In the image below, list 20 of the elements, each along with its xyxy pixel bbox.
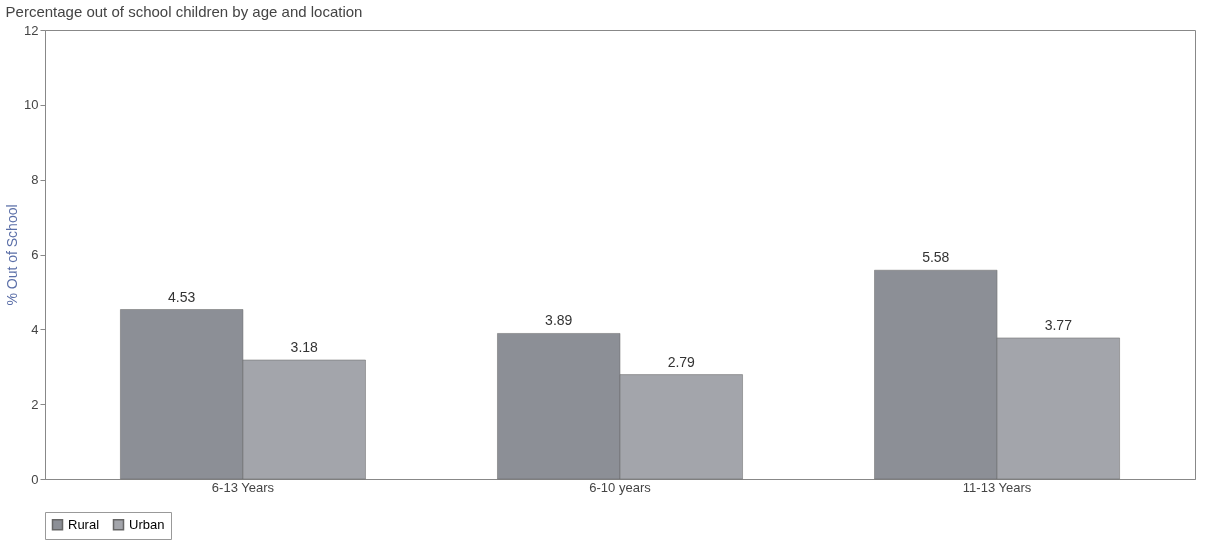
legend-label: Rural	[68, 516, 100, 532]
legend-label: Urban	[129, 516, 165, 532]
y-tick-label: 10	[24, 97, 39, 113]
y-axis-title: % Out of School	[4, 204, 21, 306]
x-tick-label: 11-13 Years	[962, 479, 1032, 495]
y-tick-label: 8	[31, 172, 39, 188]
y-tick-label: 2	[31, 396, 39, 412]
data-label: 3.77	[1044, 316, 1073, 333]
data-label: 5.58	[922, 249, 950, 266]
data-label: 2.79	[667, 353, 696, 370]
x-tick-label: 6-13 Years	[211, 479, 275, 495]
chart-title: Percentage out of school children by age and location	[5, 3, 363, 20]
data-label: 3.18	[290, 339, 319, 356]
y-tick-label: 12	[24, 22, 39, 38]
x-tick-label: 6-10 years	[589, 479, 652, 495]
data-label: 4.53	[168, 288, 196, 305]
y-tick-label: 4	[31, 321, 39, 337]
data-label: 3.89	[545, 312, 573, 329]
y-tick-label: 0	[31, 471, 39, 487]
y-tick-label: 6	[31, 247, 39, 262]
